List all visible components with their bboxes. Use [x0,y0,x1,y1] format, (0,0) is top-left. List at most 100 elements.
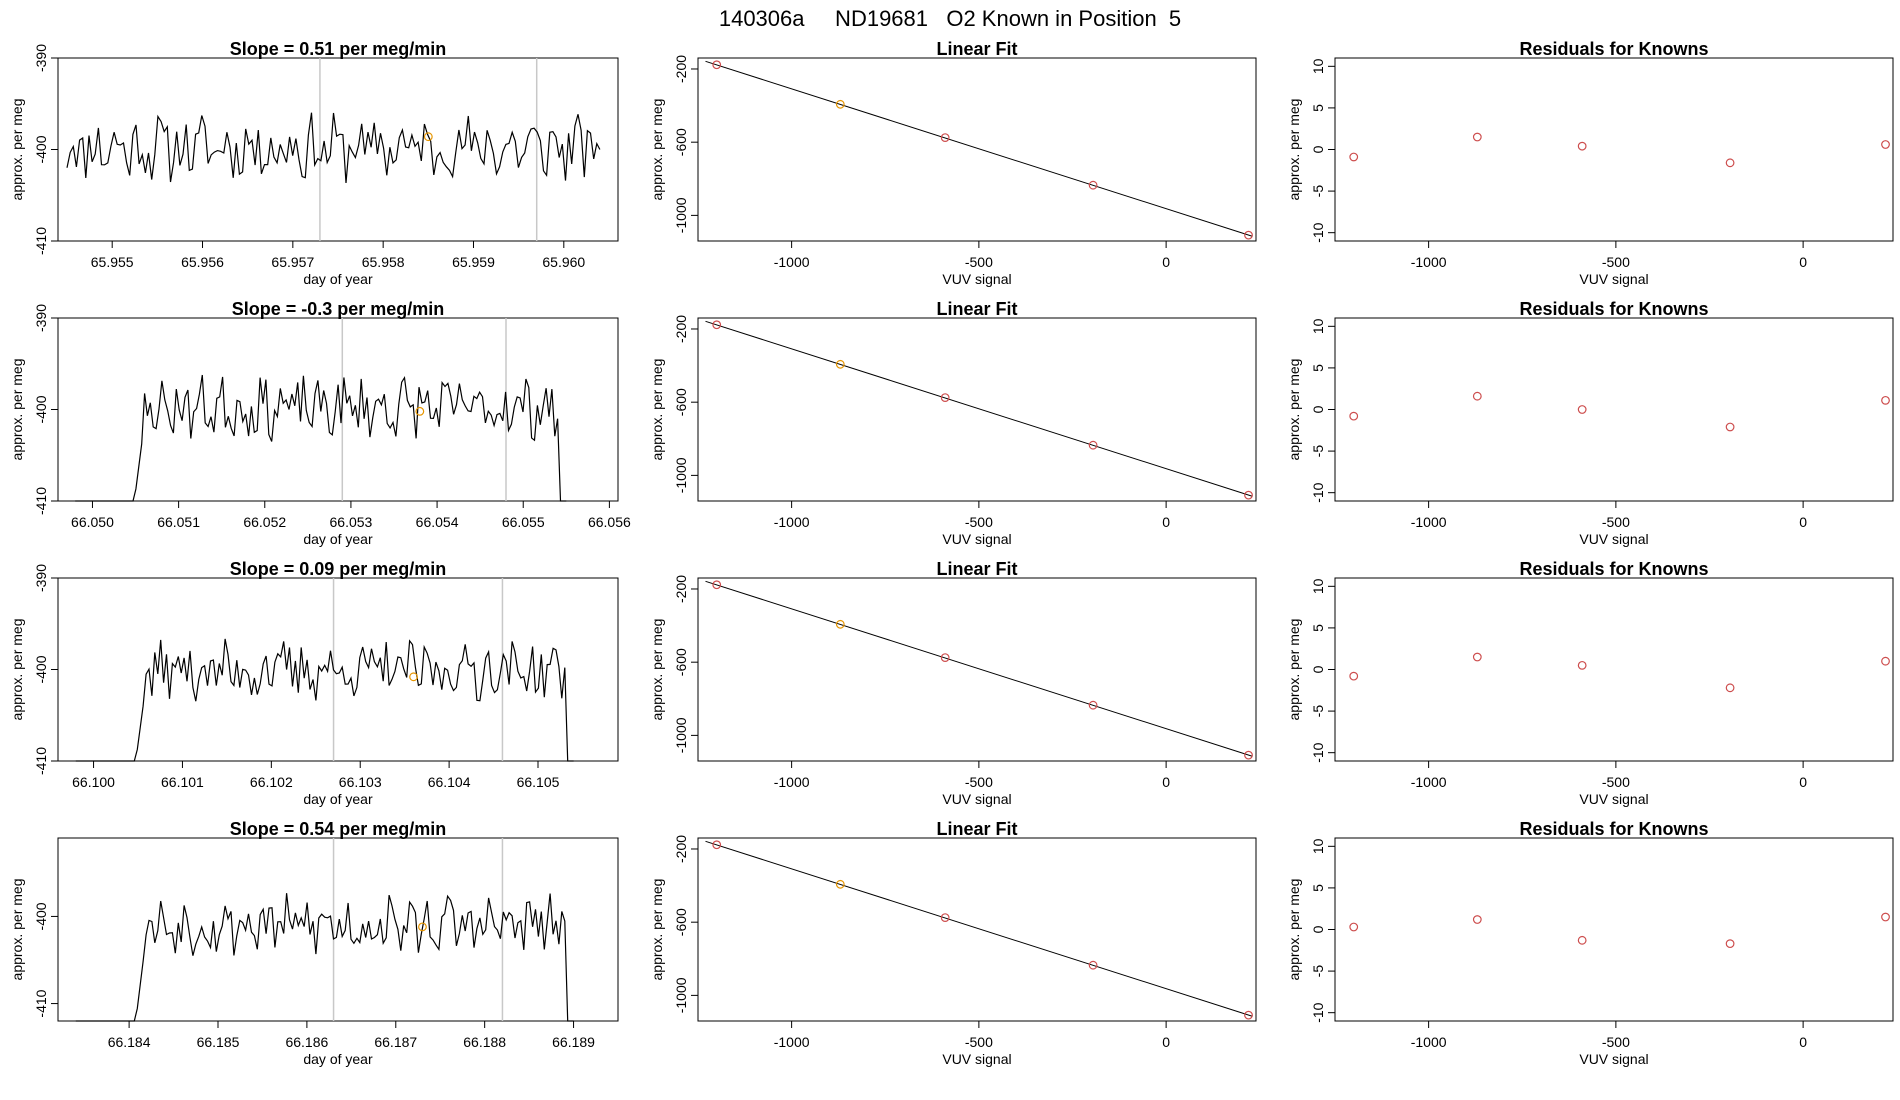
fit-point [1088,180,1098,190]
linear-fit-plot-frame [697,57,1257,242]
residuals-plot-frame [1334,577,1894,762]
series-plot-frame [57,57,619,242]
fit-point [712,320,722,330]
series-plot-xlabel: day of year [303,1051,373,1067]
fit-point [1088,700,1098,710]
known-sample-marker [418,922,427,932]
linear-fit-plot-ylabel: approx. per meg [649,99,665,201]
series-plot-row-2: Slope = 0.09 per meg/min 66.100 66.101 66.1… [9,559,619,807]
known-sample-marker [415,406,425,416]
x-tick-label: 66.102 [250,774,293,790]
residual-point [1577,141,1587,151]
fit-point [1244,750,1253,760]
y-tick-label: -1000 [673,717,689,753]
x-tick-label: 65.960 [542,254,585,270]
x-tick-label: 0 [1162,514,1170,530]
x-tick-label: 65.959 [452,254,495,270]
residuals-plot-title-0: Residuals for Knowns [1519,39,1708,59]
y-tick-label: -410 [33,747,49,775]
y-tick-label: -400 [33,135,49,163]
x-tick-label: 66.052 [243,514,286,530]
residual-point [1881,912,1890,922]
series-plot-title-1: Slope = -0.3 per meg/min [232,299,445,319]
x-tick-label: 0 [1162,774,1170,790]
residual-point [1725,939,1735,949]
x-tick-label: 66.189 [552,1034,595,1050]
linear-fit-plot-row-3: Linear Fit -1000 -500 0 -1000 -600 -200 VUV sig… [649,819,1257,1067]
linear-fit-plot-title-2: Linear Fit [936,559,1017,579]
residual-point [1472,132,1482,142]
y-tick-label: 0 [1310,405,1326,413]
y-tick-label: 5 [1310,104,1326,112]
highlighted-fit-point [835,879,845,889]
x-tick-label: -1000 [1411,1034,1447,1050]
linear-fit-plot-row-2: Linear Fit -1000 -500 0 -1000 -600 -200 VUV sig… [649,559,1257,807]
y-tick-label: -400 [33,902,49,930]
series-plot-frame [57,317,619,502]
residual-point [1577,935,1587,945]
y-tick-label: -600 [673,908,689,936]
y-tick-label: 5 [1310,624,1326,632]
y-tick-label: -390 [33,44,49,72]
series-plot-xlabel: day of year [303,271,373,287]
y-tick-label: -10 [1310,1002,1326,1022]
y-tick-label: 5 [1310,884,1326,892]
linear-fit-plot-row-0: Linear Fit -1000 -500 0 -1000 -600 -200 VUV sig… [649,39,1257,287]
per-meg-series-line [66,112,601,183]
residual-point [1349,411,1359,421]
x-tick-label: 0 [1799,774,1807,790]
residuals-plot-xlabel: VUV signal [1579,531,1648,547]
residuals-plot-title-1: Residuals for Knowns [1519,299,1708,319]
x-tick-label: 65.958 [362,254,405,270]
residuals-plot-ylabel: approx. per meg [1286,879,1302,981]
x-tick-label: 66.054 [416,514,459,530]
y-tick-label: -5 [1310,705,1326,718]
y-tick-label: -400 [33,395,49,423]
y-tick-label: 0 [1310,925,1326,933]
y-tick-label: 10 [1310,838,1326,854]
series-plot-row-1: Slope = -0.3 per meg/min 66.050 66.051 66.0… [9,299,631,547]
y-tick-label: -1000 [673,977,689,1013]
linear-fit-plot-xlabel: VUV signal [942,531,1011,547]
y-tick-label: -400 [33,655,49,683]
x-tick-label: -1000 [774,514,810,530]
fit-line [705,60,1253,237]
y-tick-label: -200 [673,55,689,83]
residuals-plot-title-2: Residuals for Knowns [1519,559,1708,579]
x-tick-label: 66.100 [72,774,115,790]
x-tick-label: 66.101 [161,774,204,790]
x-tick-label: 66.055 [502,514,545,530]
residuals-plot-row-1: Residuals for Knowns -1000 -500 0 -10 -5 0 5 10 V… [1286,299,1894,547]
series-plot-ylabel: approx. per meg [9,99,25,201]
residual-point [1577,660,1587,670]
y-tick-label: -10 [1310,482,1326,502]
x-tick-label: 66.050 [71,514,114,530]
fit-point [1244,490,1253,500]
residual-point [1725,158,1735,168]
fit-point [712,580,722,590]
series-plot-row-3: Slope = 0.54 per meg/min 66.184 66.185 66.1… [9,819,619,1067]
series-plot-ylabel: approx. per meg [9,619,25,721]
linear-fit-plot-xlabel: VUV signal [942,271,1011,287]
x-tick-label: 66.053 [330,514,373,530]
x-tick-label: -500 [1602,254,1630,270]
residuals-plot-title-3: Residuals for Knowns [1519,819,1708,839]
y-tick-label: -390 [33,304,49,332]
residuals-plot-ylabel: approx. per meg [1286,99,1302,201]
residuals-plot-frame [1334,57,1894,242]
series-plot-xlabel: day of year [303,531,373,547]
residuals-plot-row-2: Residuals for Knowns -1000 -500 0 -10 -5 0 5 10 V… [1286,559,1894,807]
x-tick-label: -1000 [774,774,810,790]
x-tick-label: -1000 [1411,774,1447,790]
residuals-plot-row-0: Residuals for Knowns -1000 -500 0 -10 -5 0 5 10 V… [1286,39,1894,287]
residual-point [1881,140,1890,149]
residuals-plot-frame [1334,317,1894,502]
x-tick-label: 66.103 [339,774,382,790]
x-tick-label: -500 [965,1034,993,1050]
residuals-plot-frame [1334,837,1894,1022]
x-tick-label: 65.957 [271,254,314,270]
series-plot-title-2: Slope = 0.09 per meg/min [230,559,447,579]
linear-fit-plot-frame [697,837,1257,1022]
x-tick-label: 66.186 [285,1034,328,1050]
